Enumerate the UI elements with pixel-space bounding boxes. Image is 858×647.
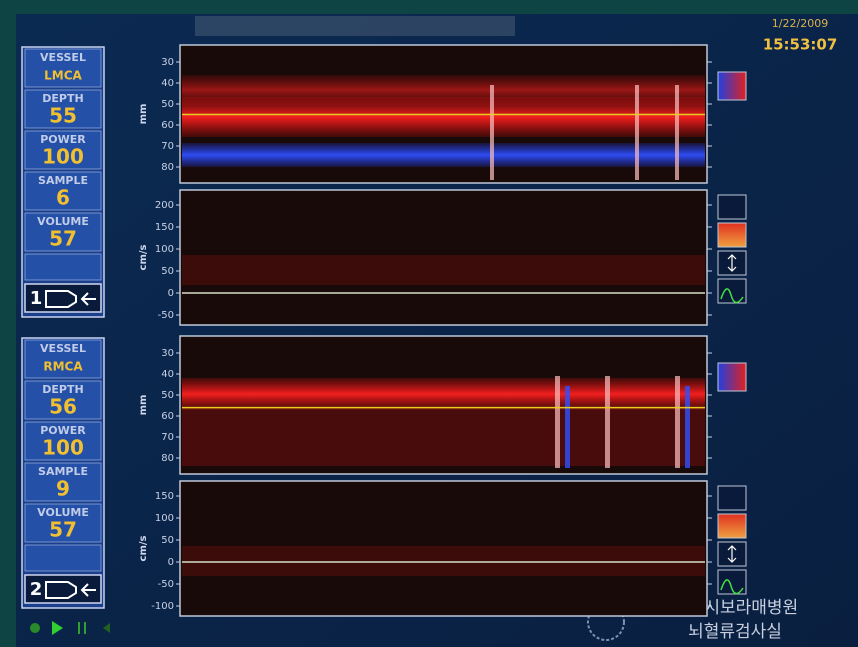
spectrum-noise [182,546,705,576]
tick-label: 0 [168,557,174,568]
artifact [685,386,690,468]
tick-label: 0 [168,288,174,299]
volume-value: 57 [49,518,77,542]
power-value: 100 [42,436,84,460]
tick-label: 70 [161,432,174,443]
artifact [675,85,679,180]
mmode-unit: mm [138,395,149,416]
page: 1/22/2009 15:53:07 서울특별시보라매병원 뇌혈류검사실 VES… [0,0,858,647]
tick-label: 50 [161,390,174,401]
flow-band [182,378,705,410]
probe-number[interactable]: 2 [30,579,43,600]
vessel-value: LMCA [44,69,82,83]
flow-band [182,406,705,466]
depth-value: 55 [49,104,77,128]
spectrum-unit: cm/s [138,535,149,561]
time: 15:53:07 [763,36,838,54]
flow-band [182,97,705,137]
vessel-label: VESSEL [40,51,86,64]
tool-gain[interactable] [718,514,746,538]
tick-label: 150 [155,491,174,502]
color-legend[interactable] [718,363,746,391]
tick-label: 50 [161,99,174,110]
power-value: 100 [42,145,84,169]
tool-gain[interactable] [718,223,746,247]
flow-band [182,143,705,167]
tick-label: 200 [155,200,174,211]
tick-label: -50 [158,310,174,321]
vessel-label: VESSEL [40,342,86,355]
tick-label: 30 [161,57,174,68]
record-button[interactable] [30,623,40,633]
tick-label: 60 [161,411,174,422]
date: 1/22/2009 [772,17,828,30]
artifact [675,376,680,468]
sample-value: 9 [56,477,70,501]
tick-label: 70 [161,141,174,152]
color-legend[interactable] [718,72,746,100]
tick-label: 150 [155,222,174,233]
tick-label: 40 [161,369,174,380]
tick-label: 50 [161,535,174,546]
tick-label: 80 [161,453,174,464]
tick-label: 100 [155,513,174,524]
probe-number[interactable]: 1 [30,288,43,309]
screen: 1/22/2009 15:53:07 서울특별시보라매병원 뇌혈류검사실 VES… [0,0,858,647]
sample-value: 6 [56,186,70,210]
info-cell [25,254,101,280]
tick-label: 30 [161,348,174,359]
mmode-unit: mm [138,104,149,125]
tool-zoom[interactable] [718,195,746,219]
tick-label: 80 [161,162,174,173]
tick-label: 60 [161,120,174,131]
tick-label: 50 [161,266,174,277]
info-cell [25,545,101,571]
tick-label: 40 [161,78,174,89]
pause-button[interactable] [78,622,80,634]
artifact [555,376,560,468]
tick-label: -50 [158,579,174,590]
artifact [565,386,570,468]
spectrum-unit: cm/s [138,244,149,270]
tool-zoom[interactable] [718,486,746,510]
probe-button[interactable]: 2 [25,575,101,603]
artifact [490,85,494,180]
spectrum-noise [182,255,705,285]
artifact [605,376,610,468]
pause-button[interactable] [84,622,86,634]
volume-value: 57 [49,227,77,251]
tick-label: -100 [151,601,174,612]
depth-value: 56 [49,395,77,419]
artifact [635,85,639,180]
department-name: 뇌혈류검사실 [688,622,782,642]
vessel-value: RMCA [43,360,83,374]
tick-label: 100 [155,244,174,255]
probe-button[interactable]: 1 [25,284,101,312]
blurred-header [195,16,515,36]
